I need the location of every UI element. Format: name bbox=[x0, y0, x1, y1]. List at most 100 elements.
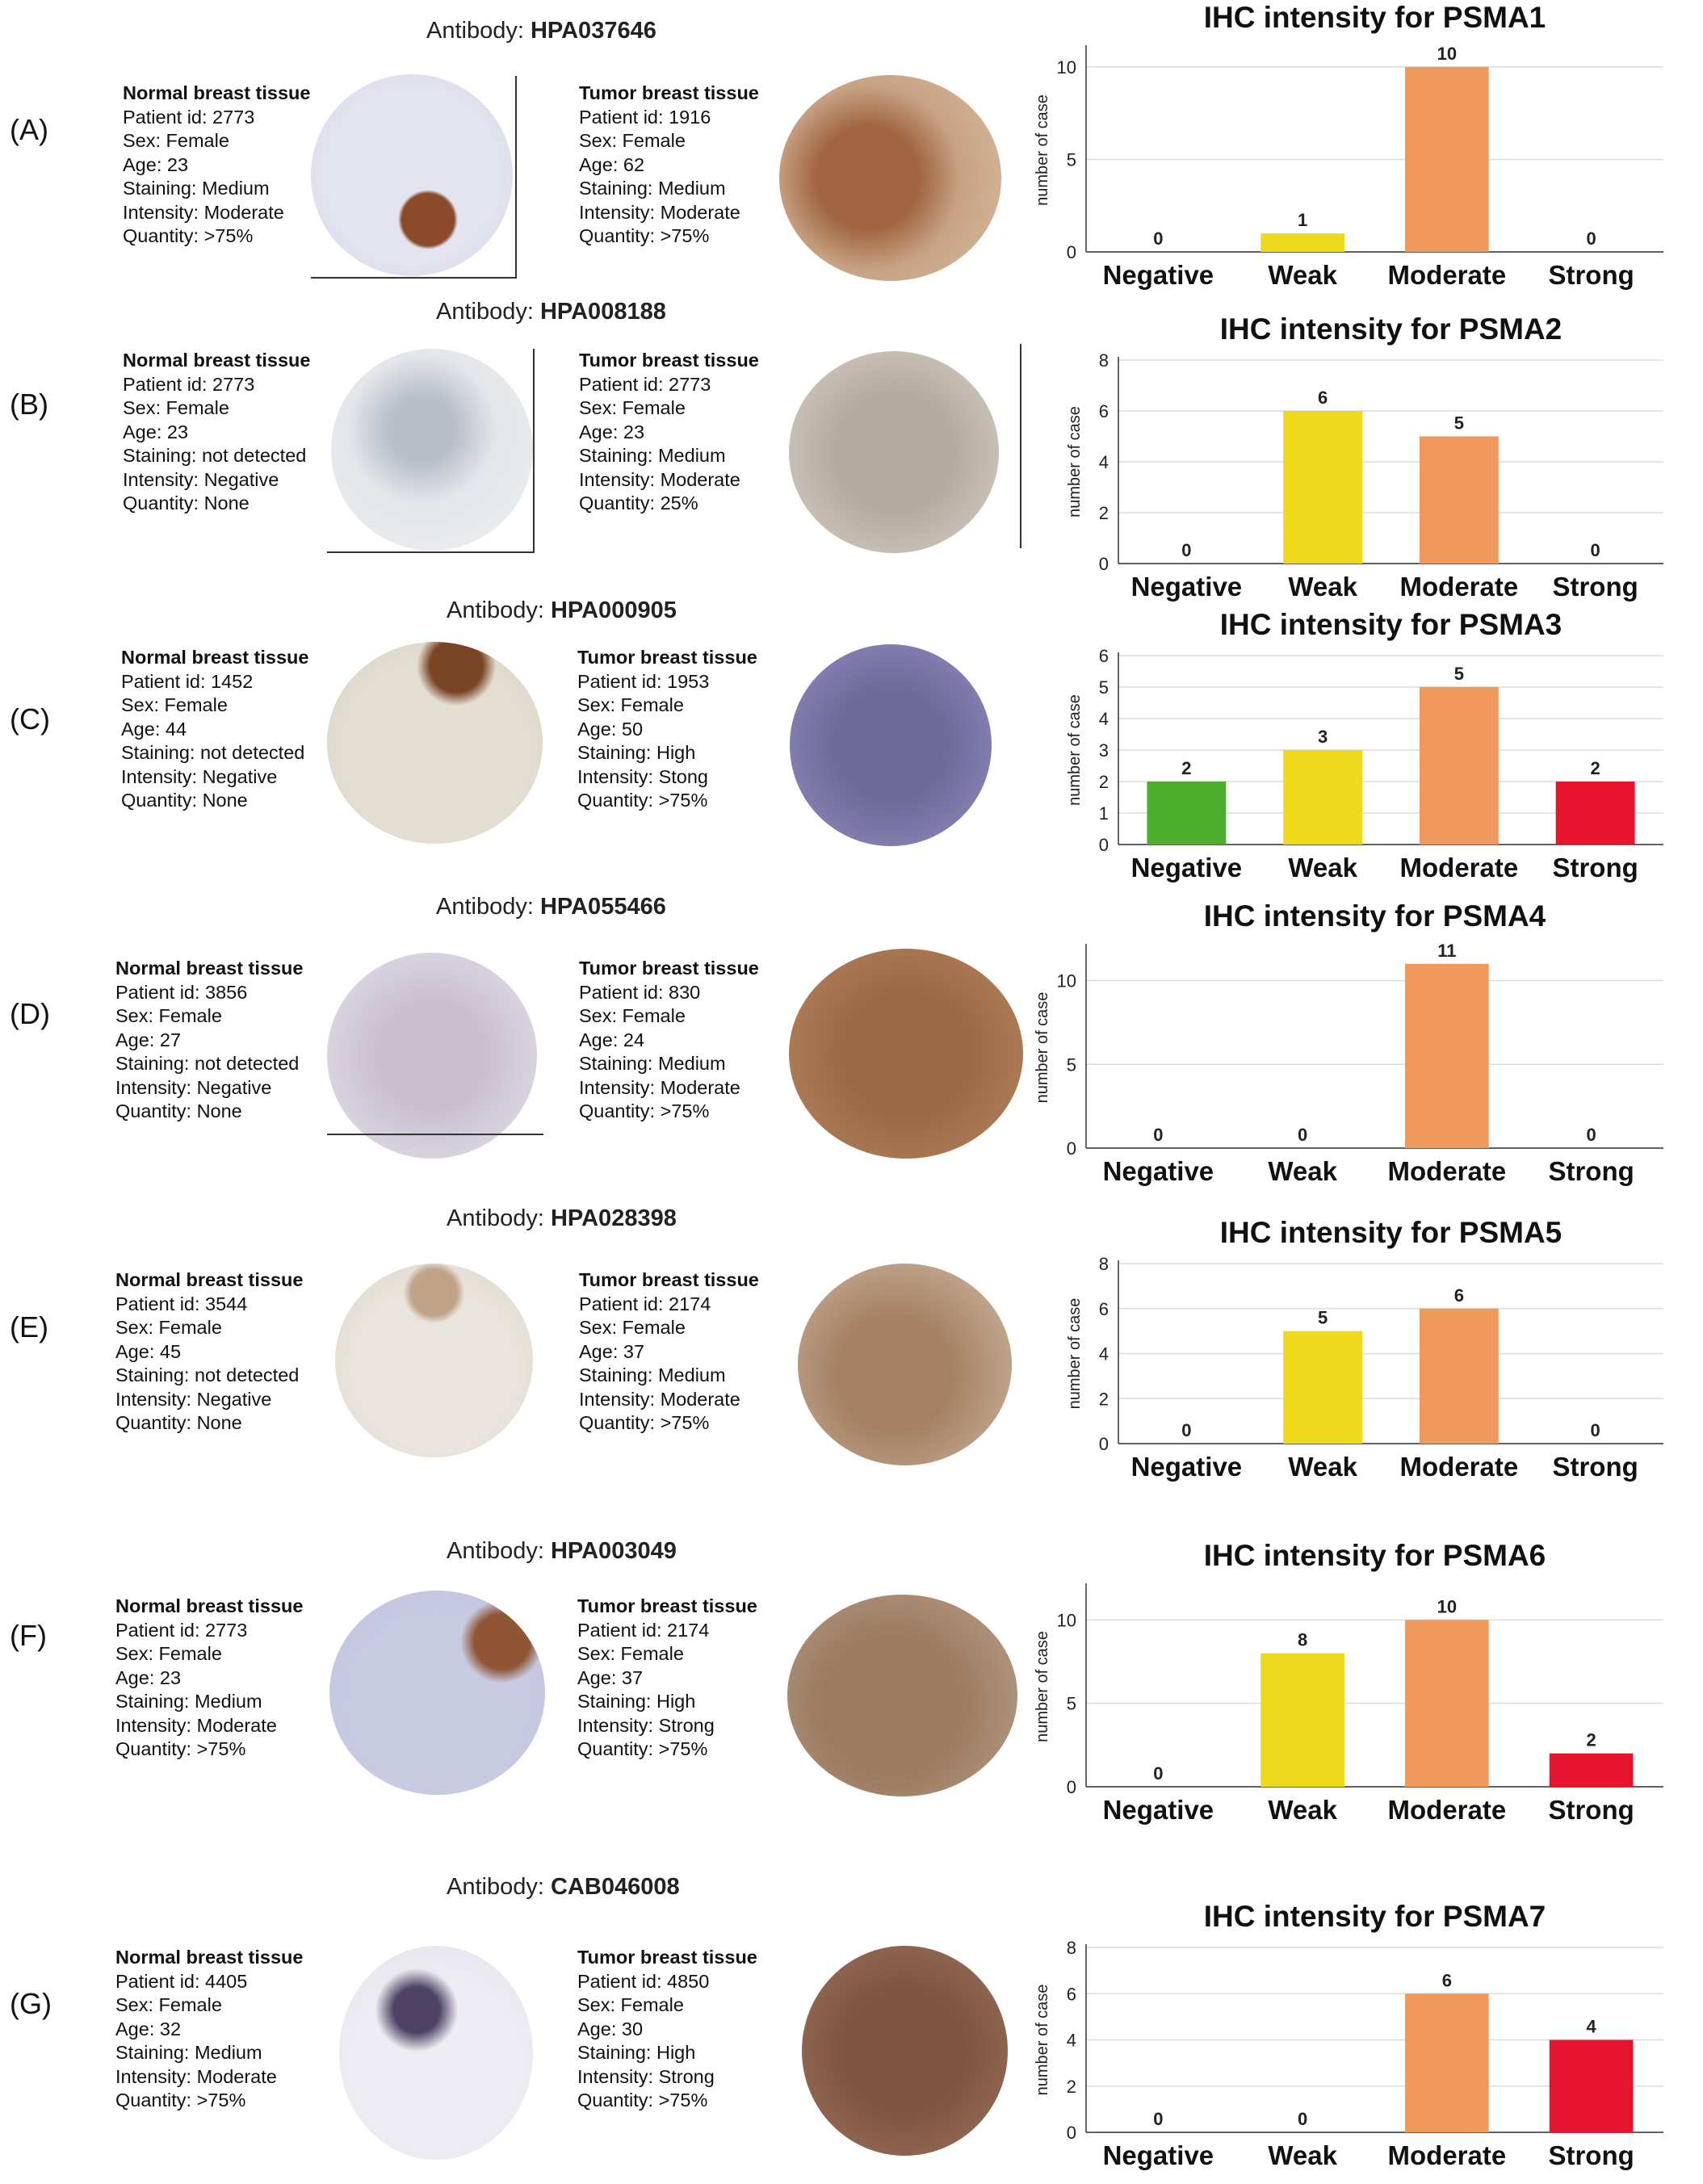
x-tick-label: Weak bbox=[1268, 1795, 1337, 1825]
staining: Staining: High bbox=[577, 2042, 696, 2063]
antibody-title: Antibody: CAB046008 bbox=[447, 1874, 680, 1901]
age: Age: 23 bbox=[579, 421, 645, 442]
bar bbox=[1555, 782, 1635, 845]
age: Age: 23 bbox=[115, 1666, 182, 1688]
normal-info: Normal breast tissue Patient id: 2773 Se… bbox=[115, 1595, 303, 1762]
x-tick-label: Negative bbox=[1103, 2140, 1214, 2170]
antibody-label: Antibody: bbox=[447, 1538, 544, 1564]
quantity: Quantity: >75% bbox=[579, 1412, 710, 1433]
patient-id: Patient id: 2773 bbox=[115, 1619, 248, 1641]
y-axis-label: number of case bbox=[1034, 94, 1051, 206]
y-axis-label: number of case bbox=[1066, 406, 1084, 518]
staining: Staining: High bbox=[577, 742, 696, 763]
y-axis-label: number of case bbox=[1034, 1985, 1051, 2096]
normal-title: Normal breast tissue bbox=[115, 1595, 304, 1616]
quantity: Quantity: >75% bbox=[579, 225, 710, 246]
normal-title: Normal breast tissue bbox=[123, 82, 311, 103]
patient-id: Patient id: 4850 bbox=[577, 1970, 710, 1992]
age: Age: 27 bbox=[115, 1029, 182, 1050]
y-tick-label: 2 bbox=[1099, 772, 1109, 792]
normal-title: Normal breast tissue bbox=[121, 647, 309, 668]
quantity: Quantity: >75% bbox=[123, 225, 254, 246]
sex: Sex: Female bbox=[121, 694, 228, 715]
bar bbox=[1549, 1753, 1634, 1787]
tumor-info: Tumor breast tissue Patient id: 2174 Sex… bbox=[577, 1595, 757, 1762]
data-label: 0 bbox=[1591, 540, 1600, 560]
bar-chart: IHC intensity for PSMA3 0 1 2 3 4 5 6 number of … bbox=[1066, 608, 1663, 882]
data-label: 0 bbox=[1298, 1125, 1307, 1145]
intensity: Intensity: Negative bbox=[121, 765, 278, 787]
data-label: 0 bbox=[1153, 228, 1163, 249]
patient-id: Patient id: 2174 bbox=[577, 1619, 710, 1641]
patient-id: Patient id: 1953 bbox=[577, 670, 710, 692]
data-label: 0 bbox=[1298, 2109, 1307, 2129]
antibody-title: Antibody: HPA003049 bbox=[447, 1538, 677, 1565]
quantity: Quantity: >75% bbox=[577, 1738, 708, 1759]
x-tick-label: Weak bbox=[1288, 1452, 1357, 1482]
bar-chart: IHC intensity for PSMA6 0 5 10 number of cas… bbox=[1034, 1539, 1663, 1825]
data-label: 6 bbox=[1318, 388, 1328, 408]
x-tick-label: Strong bbox=[1548, 1156, 1634, 1186]
y-tick-label: 8 bbox=[1067, 1938, 1076, 1958]
antibody-label: Antibody: bbox=[447, 1205, 544, 1231]
data-label: 8 bbox=[1298, 1630, 1307, 1650]
x-tick-label: Strong bbox=[1552, 1452, 1638, 1482]
panel-c: Antibody: HPA000905 (C) Normal breast ti… bbox=[0, 597, 1703, 908]
bar bbox=[1419, 687, 1499, 845]
image-frame-line bbox=[327, 551, 535, 553]
x-tick-label: Strong bbox=[1548, 2140, 1634, 2170]
x-tick-label: Negative bbox=[1131, 572, 1243, 602]
normal-info: Normal breast tissue Patient id: 2773 Se… bbox=[123, 349, 310, 516]
data-label: 0 bbox=[1181, 1420, 1191, 1440]
age: Age: 45 bbox=[115, 1340, 182, 1362]
bar-chart: IHC intensity for PSMA2 0 2 4 6 8 number of ca… bbox=[1066, 312, 1663, 602]
antibody-id: HPA000905 bbox=[550, 597, 677, 623]
x-tick-label: Negative bbox=[1131, 1452, 1243, 1482]
panel-label: (B) bbox=[10, 388, 48, 421]
normal-info: Normal breast tissue Patient id: 3856 Se… bbox=[115, 957, 303, 1124]
patient-id: Patient id: 2773 bbox=[579, 373, 711, 395]
x-tick-label: Negative bbox=[1103, 1795, 1214, 1825]
tumor-info: Tumor breast tissue Patient id: 2174 Sex… bbox=[579, 1268, 759, 1436]
data-label: 10 bbox=[1437, 1596, 1457, 1616]
bar bbox=[1419, 1308, 1499, 1444]
y-tick-label: 10 bbox=[1057, 971, 1076, 991]
x-tick-label: Strong bbox=[1552, 853, 1638, 882]
y-axis-label: number of case bbox=[1034, 992, 1051, 1104]
tumor-title: Tumor breast tissue bbox=[579, 1269, 759, 1290]
staining: Staining: Medium bbox=[115, 2042, 262, 2063]
y-tick-label: 5 bbox=[1067, 1694, 1076, 1714]
tumor-tissue-image bbox=[802, 1946, 1008, 2156]
antibody-title: Antibody: HPA000905 bbox=[447, 597, 677, 624]
y-tick-label: 4 bbox=[1099, 709, 1109, 729]
x-tick-label: Weak bbox=[1288, 853, 1357, 882]
sex: Sex: Female bbox=[579, 130, 686, 151]
y-tick-label: 4 bbox=[1067, 2031, 1076, 2051]
image-frame-line bbox=[311, 277, 517, 279]
x-tick-label: Weak bbox=[1288, 572, 1357, 602]
bar bbox=[1283, 1331, 1363, 1444]
tumor-title: Tumor breast tissue bbox=[579, 82, 759, 103]
age: Age: 23 bbox=[123, 421, 189, 442]
normal-info: Normal breast tissue Patient id: 1452 Se… bbox=[121, 646, 308, 813]
chart-title: IHC intensity for PSMA6 bbox=[1204, 1539, 1546, 1572]
data-label: 0 bbox=[1153, 2109, 1163, 2129]
y-tick-label: 0 bbox=[1067, 1138, 1076, 1159]
patient-id: Patient id: 1452 bbox=[121, 670, 254, 692]
staining: Staining: Medium bbox=[579, 445, 726, 466]
tumor-tissue-image bbox=[790, 644, 992, 846]
intensity: Intensity: Moderate bbox=[115, 2065, 277, 2087]
sex: Sex: Female bbox=[579, 397, 686, 418]
intensity: Intensity: Stong bbox=[577, 765, 708, 787]
staining: Staining: Medium bbox=[115, 1691, 262, 1712]
y-tick-label: 3 bbox=[1099, 740, 1109, 761]
bar bbox=[1147, 782, 1227, 845]
x-tick-label: Moderate bbox=[1388, 260, 1507, 290]
chart-title: IHC intensity for PSMA2 bbox=[1220, 312, 1562, 346]
antibody-id: HPA003049 bbox=[550, 1538, 677, 1564]
y-tick-label: 8 bbox=[1099, 350, 1109, 371]
patient-id: Patient id: 2773 bbox=[123, 373, 255, 395]
patient-id: Patient id: 3544 bbox=[115, 1293, 248, 1314]
tumor-title: Tumor breast tissue bbox=[577, 1947, 757, 1968]
